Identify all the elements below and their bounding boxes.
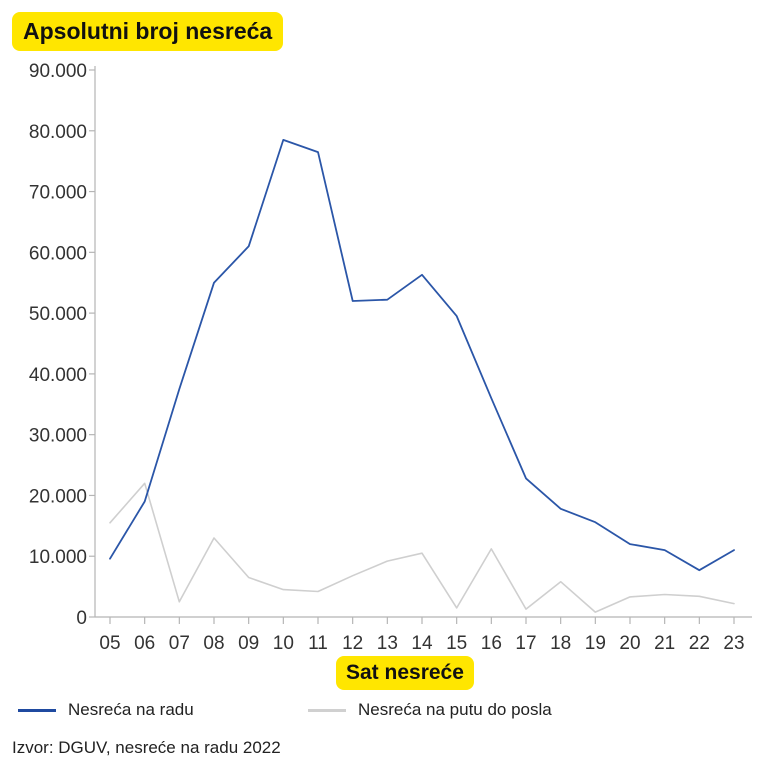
- x-tick-label: 19: [585, 633, 606, 654]
- x-tick-label: 20: [619, 633, 640, 654]
- legend-swatch-work: [18, 708, 56, 712]
- x-tick-label: 06: [134, 633, 155, 654]
- legend-swatch-commute: [308, 708, 346, 712]
- x-tick-label: 22: [689, 633, 710, 654]
- x-tick-label: 08: [203, 633, 224, 654]
- x-tick-label: 07: [169, 633, 190, 654]
- x-tick-label: 09: [238, 633, 259, 654]
- x-tick-label: 16: [481, 633, 502, 654]
- series-line-work: [109, 138, 735, 572]
- y-tick-label: 10.000: [29, 547, 87, 568]
- legend-item-commute: Nesreća na putu do posla: [308, 700, 552, 720]
- chart-title: Apsolutni broj nesreća: [12, 12, 284, 51]
- x-tick-label: 13: [377, 633, 398, 654]
- x-tick-label: 21: [654, 633, 675, 654]
- y-tick-label: 30.000: [29, 426, 87, 447]
- x-tick-label: 15: [446, 633, 467, 654]
- x-tick-label: 11: [308, 633, 328, 654]
- legend-item-work: Nesreća na radu: [18, 700, 194, 720]
- y-tick-label: 80.000: [29, 122, 87, 143]
- source-note: Izvor: DGUV, nesreće na radu 2022: [12, 738, 281, 757]
- x-tick-label: 23: [723, 633, 744, 654]
- x-tick-label: 12: [342, 633, 363, 654]
- series-line-commute: [109, 482, 735, 613]
- x-tick-label: 14: [411, 633, 433, 654]
- y-tick-label: 0: [76, 608, 87, 629]
- y-tick-label: 40.000: [29, 365, 87, 386]
- y-tick-label: 20.000: [29, 486, 87, 507]
- x-tick-label: 10: [273, 633, 294, 654]
- y-tick-label: 50.000: [29, 304, 87, 325]
- y-tick-label: 90.000: [29, 61, 87, 82]
- x-axis-label: Sat nesreće: [336, 656, 474, 690]
- x-tick-label: 18: [550, 633, 571, 654]
- legend-label-commute: Nesreća na putu do posla: [358, 700, 552, 719]
- y-tick-label: 70.000: [29, 183, 87, 204]
- x-tick-label: 05: [99, 633, 120, 654]
- legend-label-work: Nesreća na radu: [68, 700, 194, 719]
- legend: Nesreća na radu Nesreća na putu do posla: [18, 700, 758, 724]
- x-tick-label: 17: [515, 633, 536, 654]
- y-tick-label: 60.000: [29, 243, 87, 264]
